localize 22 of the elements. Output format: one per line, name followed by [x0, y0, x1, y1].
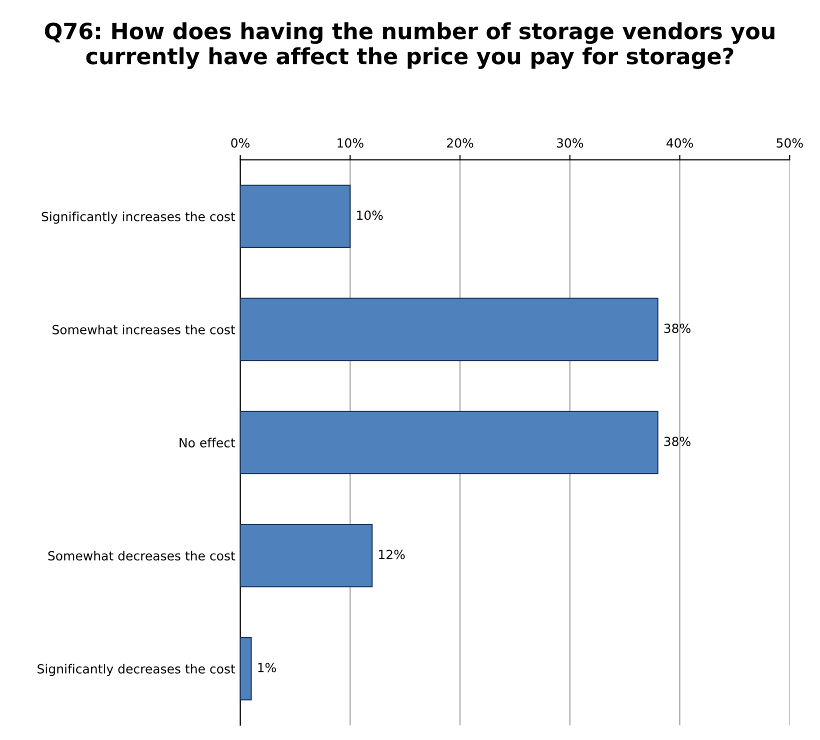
- x-tick-label: 40%: [666, 138, 693, 148]
- data-label: 10%: [357, 210, 383, 220]
- x-tick-label: 50%: [776, 138, 803, 148]
- bar: [240, 410, 658, 474]
- chart-title: Q76: How does having the number of storage vendors you currently have affect the price you pay for storage?: [44, 22, 774, 69]
- x-tick-label: 30%: [556, 138, 584, 148]
- bar: [240, 184, 351, 248]
- y-tick-label: Significantly increases the cost: [42, 212, 236, 224]
- bar: [240, 524, 373, 588]
- y-tick-label: Significantly decreases the cost: [38, 664, 236, 676]
- x-tick-label: 10%: [338, 138, 364, 148]
- x-tick-label: 0%: [231, 138, 250, 148]
- data-label: 1%: [258, 662, 276, 672]
- bar: [240, 298, 658, 362]
- y-tick-label: Somewhat increases the cost: [52, 324, 236, 334]
- bar: [240, 637, 252, 700]
- y-tick-label: Somewhat decreases the cost: [48, 550, 236, 561]
- data-label: 38%: [664, 324, 690, 334]
- y-tick-label: No effect: [180, 438, 236, 448]
- data-label: 38%: [664, 436, 690, 446]
- data-label: 12%: [379, 550, 405, 560]
- x-tick-label: 20%: [447, 138, 474, 148]
